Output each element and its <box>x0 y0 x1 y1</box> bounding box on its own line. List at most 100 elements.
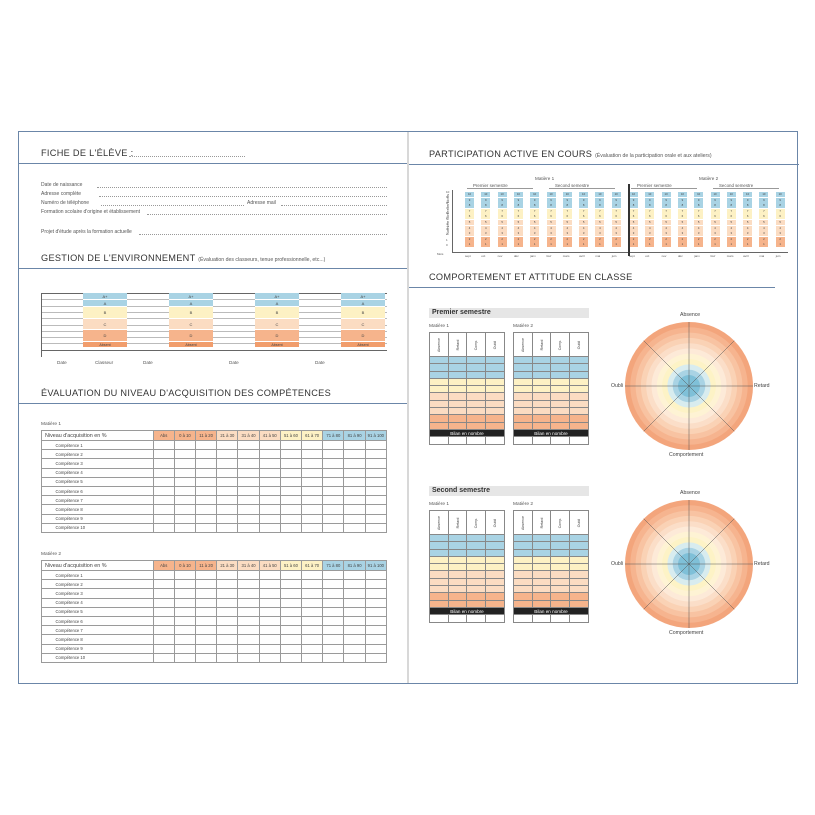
participation-cell: 4 <box>562 225 572 231</box>
competence-cell <box>343 597 366 608</box>
participation-cell: 3 <box>743 231 753 237</box>
behavior-cell <box>550 377 571 387</box>
gestion-gridline <box>41 299 387 301</box>
behavior-column-text: Comp. <box>558 339 563 350</box>
behavior-cell <box>569 385 589 394</box>
behavior-cell <box>466 399 487 409</box>
table-row <box>429 599 505 608</box>
participation-cell: 1 <box>710 242 720 248</box>
participation-cell: 3 <box>465 231 474 237</box>
table-row <box>513 385 589 394</box>
matiere-label: Matière 1 <box>41 422 61 427</box>
level-header: 41 à 50 <box>258 560 281 571</box>
gestion-grade-cell: C <box>255 318 299 330</box>
comportement-title: COMPORTEMENT ET ATTITUDE EN CLASSE <box>429 272 633 282</box>
competence-cell <box>237 652 260 663</box>
gestion-grade-cell: A+ <box>255 293 299 300</box>
participation-cell: 10 <box>710 192 720 197</box>
behavior-cell <box>485 592 505 601</box>
participation-month: mars <box>562 254 570 258</box>
participation-cell: 8 <box>645 203 655 209</box>
table-row <box>513 363 589 372</box>
competence-cell <box>343 615 366 627</box>
behavior-cell <box>569 392 589 401</box>
behavior-cell <box>447 421 468 430</box>
participation-cell: 6 <box>629 214 638 220</box>
behavior-column-text: Oubli <box>493 340 498 349</box>
competence-cell <box>216 485 239 497</box>
participation-cell: 6 <box>595 214 605 220</box>
competence-cell <box>301 439 324 451</box>
behavior-cell <box>466 541 487 550</box>
competence-cell <box>279 504 303 515</box>
table-row <box>513 377 589 387</box>
behavior-column-header: Retard <box>447 510 468 535</box>
competence-cell <box>173 588 197 599</box>
competence-cell <box>322 467 345 478</box>
participation-cell: 1 <box>546 242 556 248</box>
behavior-cell <box>531 577 552 587</box>
competence-cell <box>301 579 324 590</box>
competence-cell <box>173 579 197 590</box>
participation-cell: 3 <box>775 231 785 237</box>
table-row <box>429 392 505 401</box>
gestion-bottom-label: Date <box>143 360 153 365</box>
participation-cell: 5 <box>513 220 523 225</box>
behavior-cell <box>485 541 505 550</box>
behavior-table: Absence Retard Comp. Oubli Bilan en nombre <box>429 332 505 445</box>
competence-cell <box>152 634 175 645</box>
competence-label: Compétence 5 <box>41 606 154 617</box>
matiere-label: Matière 2 <box>513 324 533 329</box>
behavior-cell <box>569 414 589 423</box>
competence-cell <box>195 588 218 599</box>
competence-cell <box>173 439 197 451</box>
participation-cell: 3 <box>579 231 589 237</box>
table-row: Compétence 9 <box>41 643 388 654</box>
participation-cell: 9 <box>481 197 491 203</box>
participation-cell: 7 <box>579 208 589 214</box>
behavior-cell <box>531 599 552 608</box>
participation-cell: 9 <box>465 197 474 203</box>
competence-cell <box>152 476 175 487</box>
competence-cell <box>322 522 345 533</box>
behavior-cell <box>531 533 552 543</box>
behavior-column-text: Absence <box>520 337 525 352</box>
participation-month: févr <box>546 254 552 258</box>
competence-cell <box>195 439 218 451</box>
participation-cell: 2 <box>611 236 621 242</box>
participation-cell: 3 <box>677 231 687 237</box>
participation-cell: 8 <box>726 203 736 209</box>
participation-cell: 3 <box>595 231 605 237</box>
competence-cell <box>343 476 366 487</box>
participation-scale-value: 10 <box>446 190 450 194</box>
participation-cell: 4 <box>775 225 785 231</box>
participation-scale-value: 3 <box>446 227 448 232</box>
behavior-cell <box>429 555 449 565</box>
competence-label: Compétence 9 <box>41 643 154 654</box>
competence-cell <box>258 495 281 506</box>
table-row <box>513 614 589 623</box>
behavior-cell <box>429 436 449 445</box>
participation-cell: 8 <box>694 203 704 209</box>
table-row <box>429 570 505 579</box>
competence-cell <box>258 634 281 645</box>
behavior-cell <box>447 614 468 623</box>
bilan-label: Bilan en nombre <box>513 428 589 438</box>
table-row <box>429 407 505 416</box>
competence-cell <box>216 476 239 487</box>
table-row <box>513 563 589 572</box>
open-notebook: FICHE DE L'ÉLÈVE : Date de naissance Adre… <box>18 131 799 684</box>
behavior-cell <box>531 585 552 594</box>
participation-cell: 2 <box>710 236 720 242</box>
participation-cell: 8 <box>677 203 687 209</box>
behavior-cell <box>466 436 487 445</box>
participation-cell: 1 <box>562 242 572 248</box>
competence-label: Compétence 10 <box>41 522 154 533</box>
behavior-cell <box>569 363 589 372</box>
behavior-cell <box>531 555 552 565</box>
competence-cell <box>301 485 324 497</box>
participation-cell: 2 <box>579 236 589 242</box>
gestion-gridline <box>41 305 387 307</box>
competence-cell <box>237 606 260 617</box>
behavior-cell <box>485 563 505 572</box>
